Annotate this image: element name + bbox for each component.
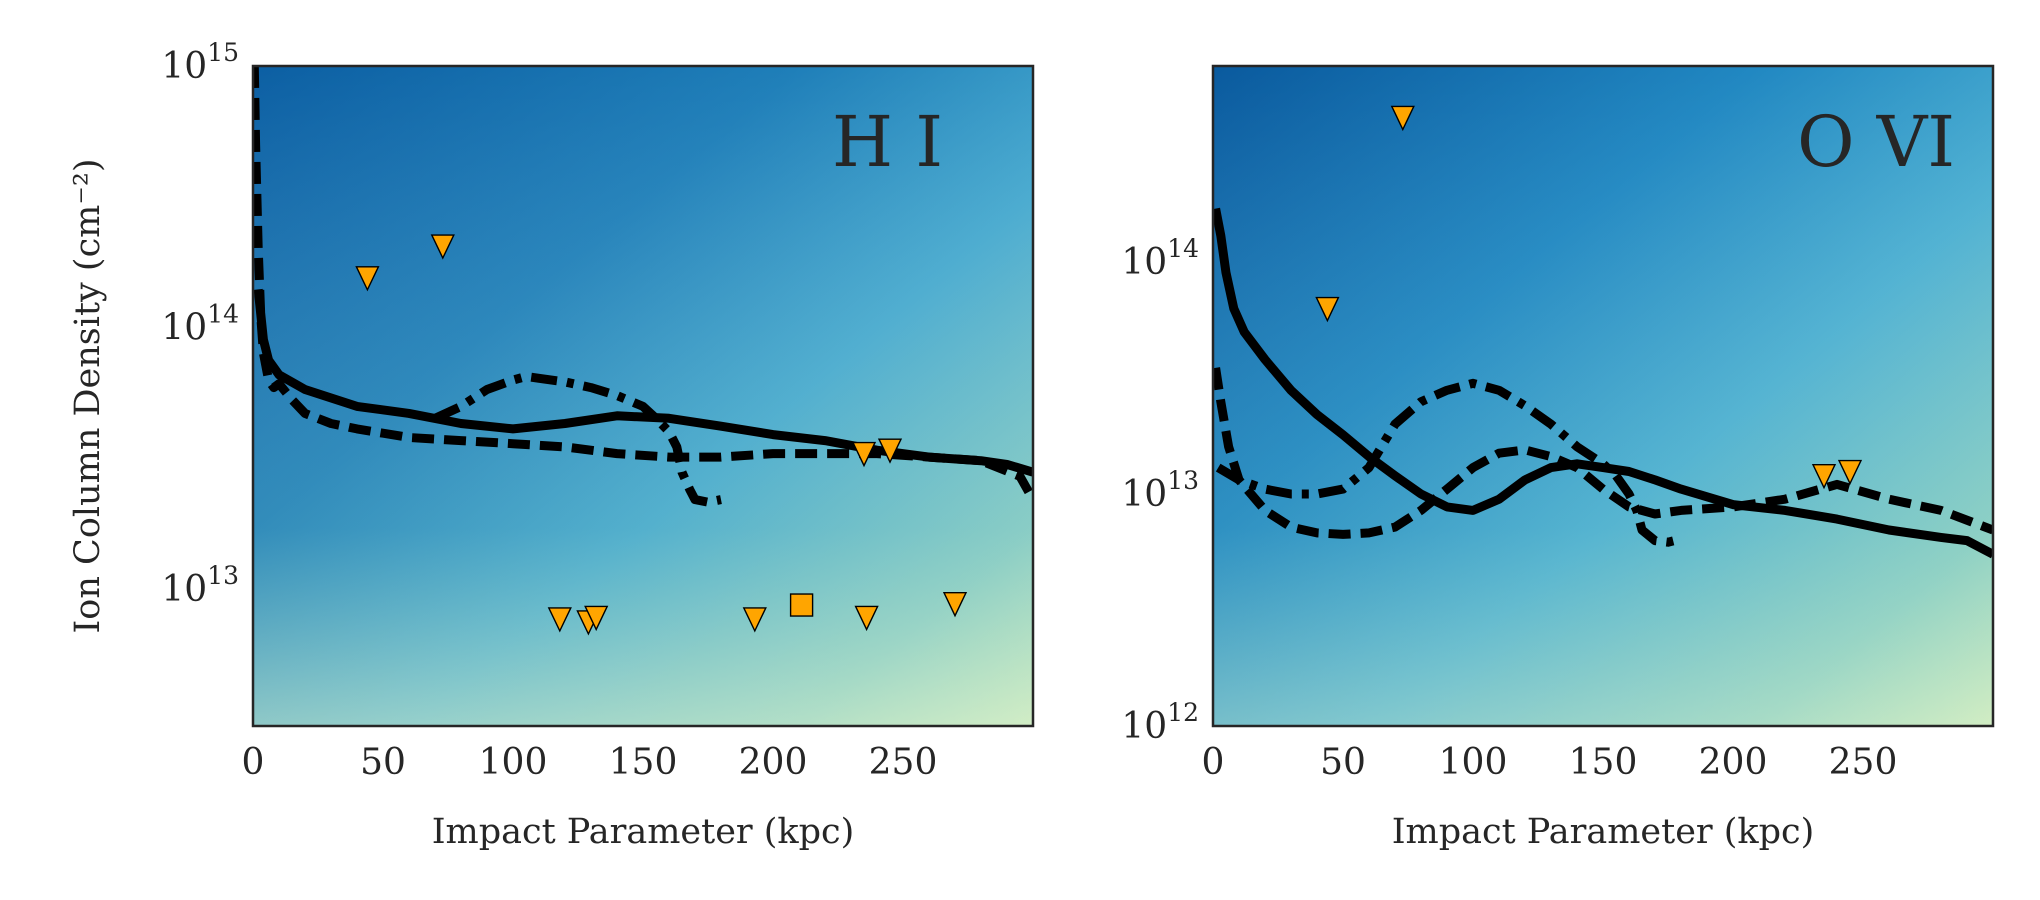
ovi-upper-limit-marker xyxy=(1837,459,1863,486)
ovi-panel-label: O VI xyxy=(1797,101,1955,183)
y-axis-label: Ion Column Density (cm⁻²) xyxy=(68,158,108,633)
hi-y-tick-label: 1013 xyxy=(161,561,239,610)
ovi-upper-limit-marker xyxy=(1390,105,1415,132)
hi-upper-limit-marker xyxy=(742,607,767,633)
ovi-x-axis-label: Impact Parameter (kpc) xyxy=(1392,812,1815,852)
hi-histogram-shading xyxy=(253,66,1033,726)
ovi-y-tick-label: 1012 xyxy=(1121,698,1199,747)
hi-x-axis-label: Impact Parameter (kpc) xyxy=(432,812,855,852)
ovi-x-tick-label: 50 xyxy=(1320,742,1366,783)
ovi-dashed-profile-line xyxy=(1213,367,1993,539)
ovi-x-tick-label: 150 xyxy=(1569,742,1638,783)
ovi-histogram-shading xyxy=(1213,66,1993,726)
hi-upper-limit-marker xyxy=(942,592,968,618)
hi-axes-frame xyxy=(251,64,1035,728)
ovi-x-tick-label: 100 xyxy=(1439,742,1508,783)
ovi-dashdot-profile-line xyxy=(1215,378,1683,547)
hi-x-tick-label: 200 xyxy=(739,742,808,783)
hi-upper-limit-marker xyxy=(877,438,903,464)
hi-upper-limit-marker xyxy=(547,607,572,633)
hi-panel-label: H I xyxy=(832,101,943,183)
hi-dashdot-profile-line xyxy=(433,372,722,507)
ovi-x-tick-label: 250 xyxy=(1829,742,1898,783)
hi-upper-limit-marker xyxy=(430,234,455,260)
hi-solid-profile-line xyxy=(253,288,1033,477)
hi-x-tick-label: 150 xyxy=(609,742,678,783)
hi-upper-limit-marker xyxy=(851,441,877,468)
hi-upper-limit-marker xyxy=(584,605,609,632)
hi-x-tick-label: 100 xyxy=(479,742,548,783)
hi-x-tick-label: 50 xyxy=(360,742,406,783)
hi-panel: 0 50 100 150 200 250 1013 1014 1015 H I Impact … xyxy=(68,38,1035,852)
hi-x-tick-label: 0 xyxy=(242,742,265,783)
ovi-upper-limit-marker xyxy=(1315,296,1340,323)
ovi-y-tick-label: 1013 xyxy=(1121,466,1199,515)
hi-x-tick-label: 250 xyxy=(869,742,938,783)
hi-upper-limit-marker xyxy=(355,266,380,292)
ovi-panel: 0 50 100 150 200 250 1012 1013 1014 O VI Impact… xyxy=(1121,64,1995,852)
ovi-y-tick-label: 1014 xyxy=(1121,234,1199,283)
ovi-x-tick-label: 200 xyxy=(1699,742,1768,783)
ovi-x-tick-label: 0 xyxy=(1202,742,1225,783)
ovi-solid-profile-line xyxy=(1213,207,1993,559)
ovi-axes-frame xyxy=(1211,64,1995,728)
hi-upper-limit-marker xyxy=(854,605,879,632)
hi-y-tick-label: 1015 xyxy=(161,38,239,87)
ovi-upper-limit-marker xyxy=(1811,463,1837,490)
hi-y-tick-label: 1014 xyxy=(161,300,239,349)
hi-detection-marker xyxy=(789,593,814,617)
